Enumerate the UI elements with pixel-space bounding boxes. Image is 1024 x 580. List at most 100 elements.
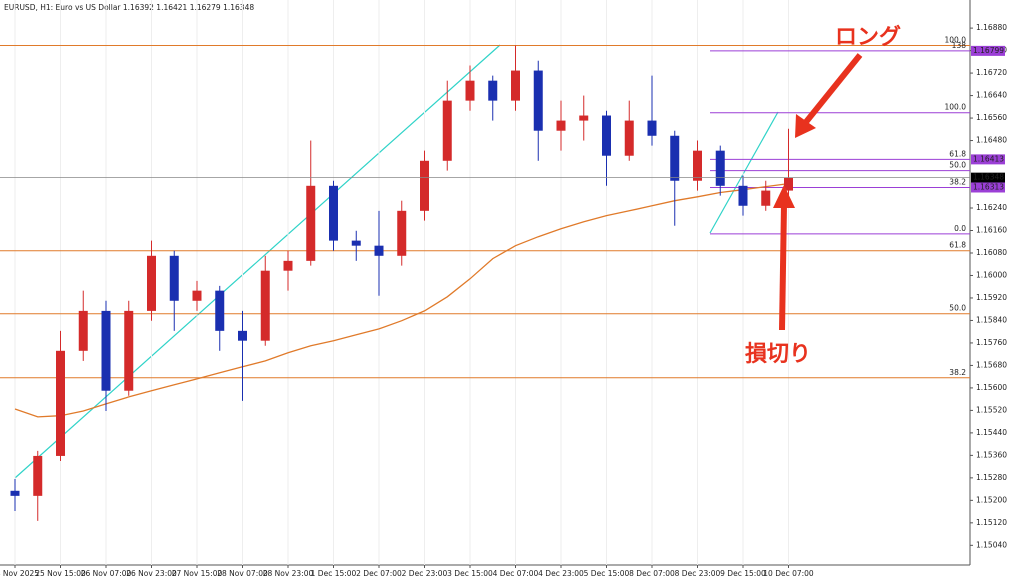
price-box (971, 172, 1005, 183)
candle-body (602, 115, 611, 156)
header: EURUSD, H1: Euro vs US Dollar 1.16392 1.… (4, 3, 254, 12)
y-tick-label: 1.16240 (976, 203, 1007, 212)
candle-body (215, 290, 225, 331)
candle-body (442, 100, 452, 161)
trend-line (14, 44, 501, 479)
fib-label: 61.8 (949, 241, 966, 250)
x-tick-label: 28 Nov 23:00 (263, 569, 314, 578)
annotation: 損切り (745, 342, 811, 367)
fib-label: 38.2 (949, 177, 966, 186)
x-tick-label: 26 Nov 07:00 (81, 569, 132, 578)
candle-body (329, 185, 338, 241)
y-tick-label: 1.16480 (976, 136, 1007, 145)
x-tick-label: 9 Dec 15:00 (720, 569, 766, 578)
arrow (779, 204, 787, 331)
y-tick-label: 1.15040 (976, 540, 1007, 549)
candle-body (738, 185, 748, 206)
y-tick-label: 1.16080 (976, 248, 1007, 257)
candle-body (306, 185, 316, 261)
x-tick-label: 4 Dec 07:00 (493, 569, 539, 578)
x-tick-label: 28 Nov 07:00 (217, 569, 268, 578)
x-tick-label: 27 Nov 15:00 (172, 569, 223, 578)
candle-body (397, 210, 407, 256)
candle-body (693, 150, 702, 181)
y-tick-label: 1.16560 (976, 113, 1007, 122)
candle-body (533, 70, 543, 131)
y-tick-label: 1.16720 (976, 68, 1007, 77)
trend-line (709, 111, 779, 234)
price-box-label: 1.16413 (973, 154, 1004, 163)
y-tick-label: 1.15760 (976, 338, 1007, 347)
x-tick-label: 1 Dec 15:00 (311, 569, 357, 578)
candle-body (556, 120, 566, 131)
arrow-head (773, 185, 795, 208)
fib-label: 0.0 (954, 224, 966, 233)
candle-body (647, 120, 657, 136)
y-tick-label: 1.16000 (976, 270, 1007, 279)
x-tick-label: 26 Nov 23:00 (126, 569, 177, 578)
y-tick-label: 1.15520 (976, 405, 1007, 414)
fib-label: 61.8 (949, 149, 966, 158)
candle-body (511, 70, 520, 101)
price-box (971, 182, 1005, 193)
candle-body (420, 160, 429, 211)
candle-body (670, 135, 680, 181)
x-tick-label: 4 Dec 23:00 (538, 569, 584, 578)
x-tick-label: 3 Dec 15:00 (447, 569, 493, 578)
x-tick-label: 2 Dec 07:00 (356, 569, 402, 578)
arrow-head (795, 114, 816, 138)
x-tick-label: 8 Dec 23:00 (675, 569, 721, 578)
y-tick-label: 1.16160 (976, 225, 1007, 234)
candle-body (715, 150, 725, 186)
candle-body (761, 190, 771, 206)
x-tick-label: 8 Dec 07:00 (629, 569, 675, 578)
candle-body (374, 245, 384, 256)
candle-body (56, 350, 65, 456)
candle-body (488, 80, 498, 101)
y-tick-label: 1.15920 (976, 293, 1007, 302)
x-tick-label: 5 Dec 15:00 (584, 569, 630, 578)
candle-body (351, 240, 361, 246)
x-tick-label: 10 Dec 07:00 (763, 569, 814, 578)
candle-body (169, 255, 179, 301)
moving-average (14, 182, 789, 418)
x-tick-label: 2 Dec 23:00 (402, 569, 448, 578)
candle-body (33, 455, 43, 496)
y-tick-label: 1.15200 (976, 495, 1007, 504)
fib-label: 100.0 (945, 103, 967, 112)
candle-body (124, 310, 134, 391)
candle-body (579, 115, 589, 121)
y-tick-label: 1.16640 (976, 91, 1007, 100)
fib-label: 100.0 (945, 36, 967, 45)
x-tick-label: 24 Nov 2025 (0, 569, 39, 578)
y-tick-label: 1.16880 (976, 23, 1007, 32)
candle-body (147, 255, 156, 311)
y-tick-label: 1.15280 (976, 473, 1007, 482)
candle-body (784, 177, 793, 191)
y-tick-label: 1.15440 (976, 428, 1007, 437)
candle-body (101, 310, 111, 391)
x-tick-label: 25 Nov 15:00 (35, 569, 86, 578)
price-box-label: 1.16799 (973, 46, 1004, 55)
price-box-label: 1.16348 (973, 173, 1004, 182)
fib-label: 50.0 (949, 304, 966, 313)
candle-body (78, 310, 88, 351)
y-tick-label: 1.15840 (976, 315, 1007, 324)
candle-body (238, 330, 247, 341)
fib-label: 50.0 (949, 161, 966, 170)
y-tick-label: 1.15680 (976, 360, 1007, 369)
candle-body (10, 490, 20, 496)
candle-body (465, 80, 475, 101)
candle-body (260, 270, 270, 341)
y-tick-label: 1.15360 (976, 450, 1007, 459)
price-box (971, 154, 1005, 165)
fib-label: 38.2 (949, 368, 966, 377)
y-tick-label: 1.15120 (976, 518, 1007, 527)
candle-body (283, 260, 293, 271)
annotation: ロング (835, 24, 901, 50)
price-box-label: 1.16313 (973, 182, 1004, 191)
y-tick-label: 1.15600 (976, 383, 1007, 392)
fib-label: 138 (952, 41, 967, 50)
